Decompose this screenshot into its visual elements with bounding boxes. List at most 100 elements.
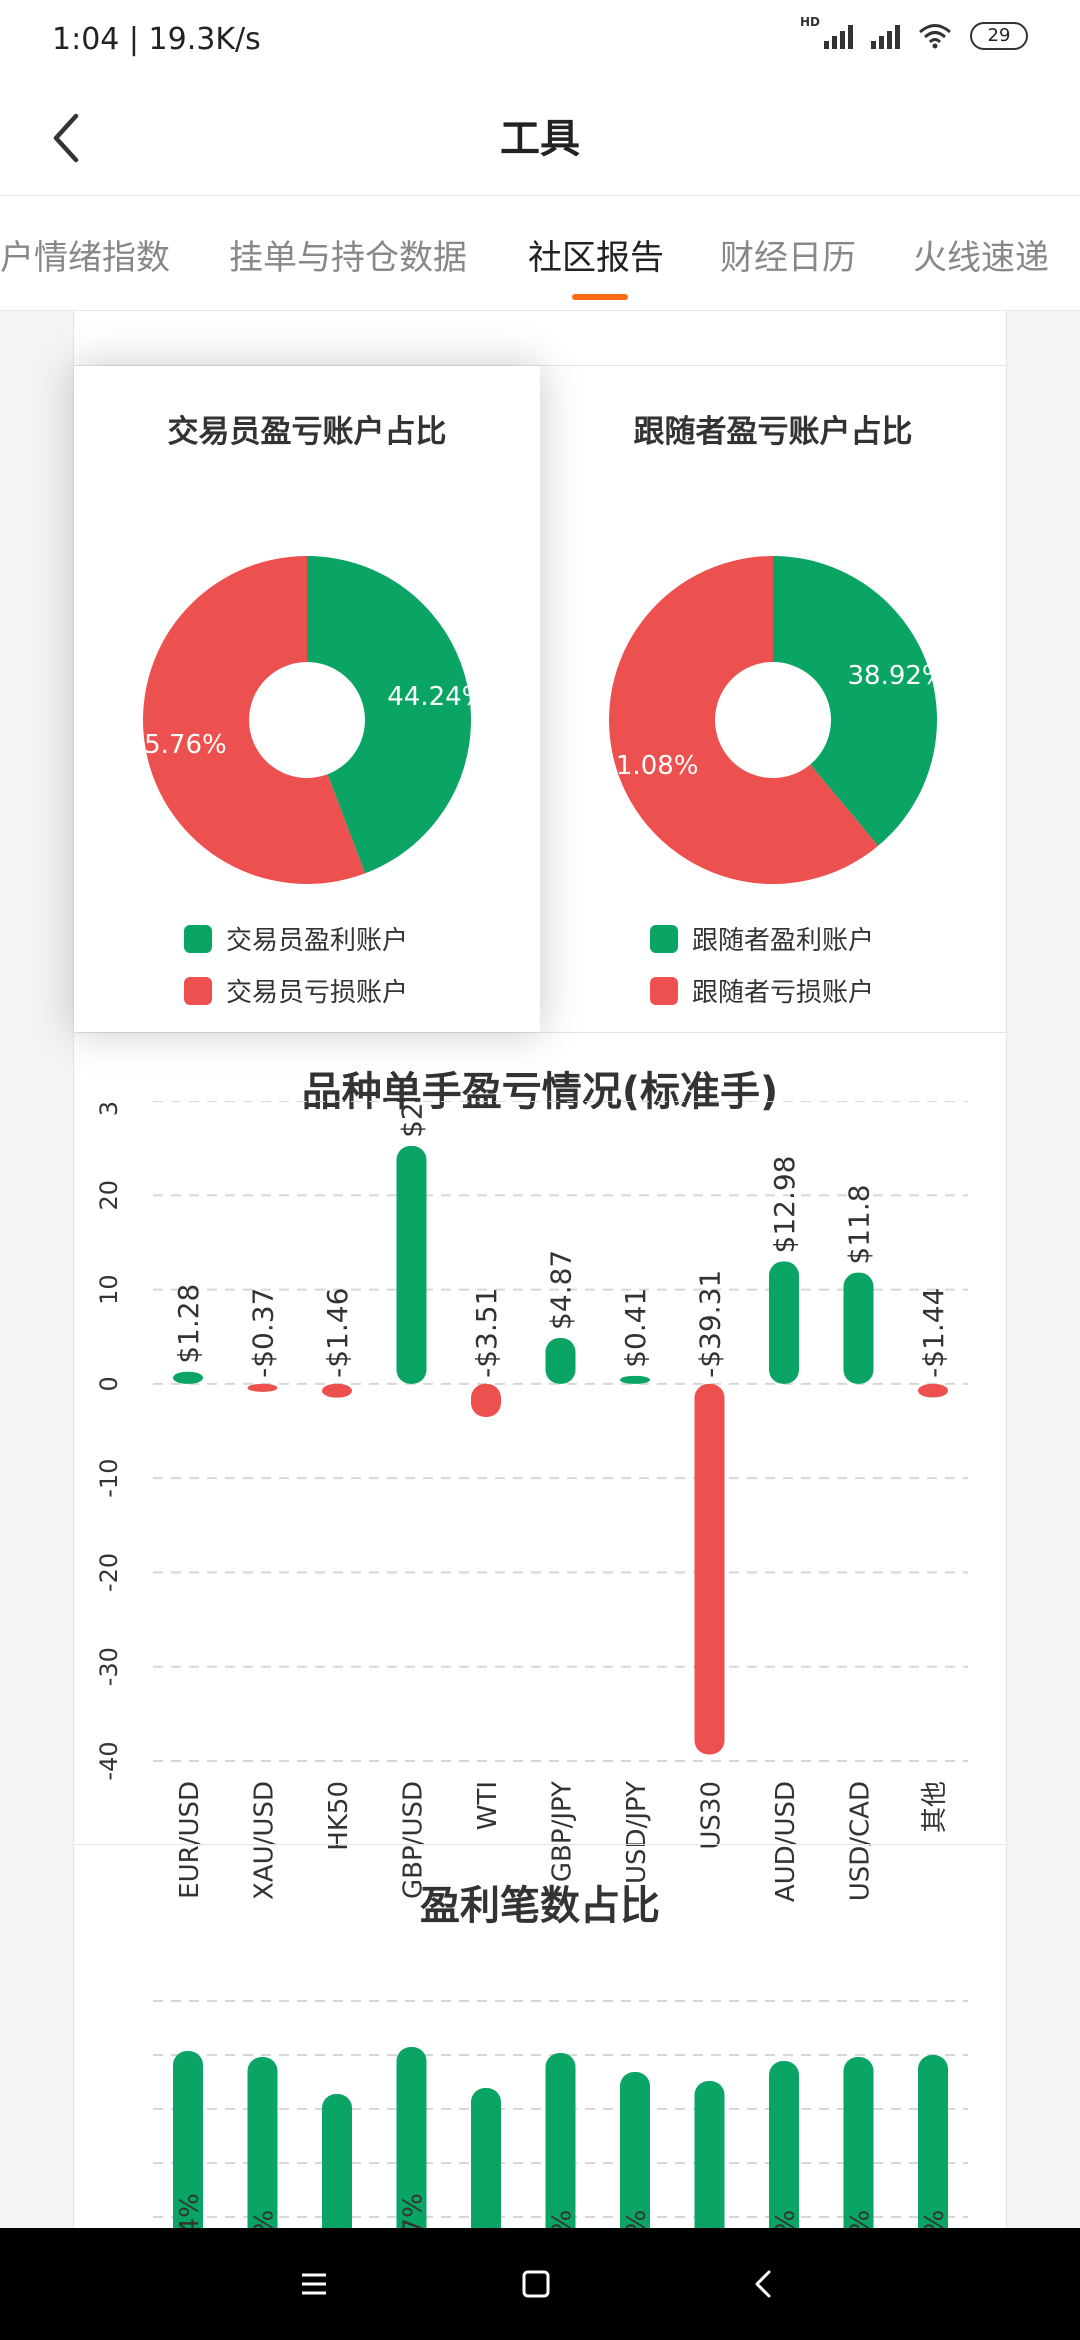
legend-label: 交易员亏损账户: [226, 978, 409, 1008]
bar: [173, 2051, 203, 2228]
bar-value-label: 4%: [548, 2210, 578, 2228]
bar-value-label: 4%: [622, 2210, 652, 2228]
x-category-label: USD/JPY: [622, 1781, 652, 1884]
bar: [769, 2061, 799, 2228]
bar-value-label: $25.24: [396, 1101, 429, 1138]
battery-icon: 29: [970, 22, 1028, 50]
page-title: 工具: [500, 116, 580, 162]
wifi-icon: [919, 24, 951, 49]
bar: [545, 1337, 576, 1384]
report-content[interactable]: 交易员盈亏账户占比 44.24% 55.76% 交易员盈利账户 交易员亏损账户 跟…: [0, 311, 1080, 2228]
x-category-label: US30: [697, 1781, 727, 1850]
bar: [173, 1371, 203, 1384]
bar-value-label: 4%: [250, 2210, 280, 2228]
status-time: 1:04 | 19.3K/s: [52, 22, 261, 57]
tab-orders-positions[interactable]: 挂单与持仓数据: [229, 238, 467, 278]
bar: [247, 1383, 278, 1392]
bar-value-label: -$1.44: [917, 1288, 950, 1378]
legend-trader-profit: 交易员盈利账户: [184, 920, 408, 957]
bar-value-label: $12.98: [768, 1155, 801, 1253]
tab-bar: 户情绪指数 挂单与持仓数据 社区报告 财经日历 火线速递: [0, 195, 1080, 311]
slice-loss: [609, 556, 879, 884]
back-icon[interactable]: [736, 2256, 792, 2312]
y-tick-label: -10: [95, 1459, 123, 1498]
bar-value-label: $1.28: [172, 1284, 205, 1364]
slice-loss-label: 55.76%: [128, 730, 227, 760]
win-ratio-bar-chart: 54% 4%% 37%% 4% 4%% 7% 5% 6%: [153, 2000, 968, 2228]
bar-value-label: -$39.31: [694, 1270, 727, 1378]
slice-profit: [307, 556, 471, 874]
bar-value-label: %: [697, 2226, 727, 2228]
slice-profit-label: 44.24%: [387, 682, 486, 712]
x-category-label: AUD/USD: [771, 1781, 801, 1902]
tab-economic-calendar[interactable]: 财经日历: [720, 238, 856, 278]
back-arrow-icon[interactable]: [34, 102, 104, 172]
divider: [73, 1844, 1007, 1845]
bar: [396, 2047, 427, 2228]
signal-icon: [824, 23, 853, 49]
bar: [918, 2055, 948, 2228]
active-tab-indicator: [572, 294, 628, 300]
y-tick-label: 20: [95, 1180, 123, 1211]
x-category-label: USD/CAD: [846, 1781, 876, 1901]
slice-profit-label: 38.92%: [848, 661, 947, 691]
trader-donut-chart: 44.24% 55.76%: [128, 556, 486, 884]
bar-value-label: 7%: [771, 2210, 801, 2228]
follower-pie-card[interactable]: 跟随者盈亏账户占比 38.92% 61.08% 跟随者盈利账户 跟随者亏损账户: [540, 366, 1006, 1032]
win-ratio-chart-title: 盈利笔数占比: [420, 1883, 660, 1929]
legend-trader-loss: 交易员亏损账户: [184, 972, 408, 1009]
bar-value-label: 37%: [399, 2193, 429, 2228]
y-tick-label: 0: [95, 1376, 123, 1391]
tab-community-report[interactable]: 社区报告: [528, 238, 664, 278]
y-tick-label: 10: [95, 1274, 123, 1305]
tab-flash-news[interactable]: 火线速递: [913, 238, 1049, 278]
bar: [322, 1383, 352, 1398]
bar-value-label: 54%: [175, 2193, 205, 2228]
legend-follower-profit: 跟随者盈利账户: [650, 920, 874, 957]
tab-sentiment-index[interactable]: 户情绪指数: [0, 238, 170, 278]
bar: [471, 2088, 501, 2228]
x-category-label: GBP/JPY: [548, 1781, 578, 1882]
menu-icon[interactable]: [286, 2256, 342, 2312]
legend-follower-loss: 跟随者亏损账户: [650, 972, 874, 1009]
bar-value-label: %: [473, 2226, 503, 2228]
home-icon[interactable]: [508, 2256, 564, 2312]
x-category-label: HK50: [324, 1781, 354, 1851]
slice-loss-label: 61.08%: [599, 751, 698, 781]
divider: [73, 365, 1007, 366]
bar: [843, 2057, 874, 2228]
bar: [769, 1261, 799, 1384]
pnl-bar-chart: 30 20 10 0 -10 -20 -30 -40 $1.28 EUR/USD -$0.37 XAU…: [95, 1101, 968, 1902]
y-tick-label: -20: [95, 1553, 123, 1592]
bar-value-label: $0.41: [619, 1288, 652, 1368]
legend-label: 跟随者亏损账户: [692, 978, 875, 1008]
y-tick-label: -40: [95, 1741, 123, 1780]
y-tick-label: 30: [95, 1101, 123, 1116]
legend-label: 跟随者盈利账户: [692, 926, 875, 956]
bar: [322, 2094, 352, 2228]
x-category-label: GBP/USD: [399, 1781, 429, 1899]
status-icons: HD 29: [800, 15, 1028, 50]
bar: [694, 2081, 725, 2228]
pnl-chart-title: 品种单手盈亏情况(标准手): [301, 1069, 779, 1115]
slice-profit: [773, 556, 937, 846]
trader-pie-card[interactable]: 交易员盈亏账户占比 44.24% 55.76% 交易员盈利账户 交易员亏损账户: [74, 366, 540, 1032]
x-category-label: WTI: [473, 1781, 503, 1830]
bar-value-label: -$0.37: [247, 1288, 280, 1378]
bar-value-label: $11.8: [843, 1184, 876, 1264]
bar: [918, 1383, 948, 1398]
bar: [247, 2057, 278, 2228]
system-nav-bar: [0, 2228, 1080, 2340]
bar: [620, 1375, 650, 1384]
y-tick-label: -30: [95, 1647, 123, 1686]
legend-swatch-red: [184, 976, 212, 1005]
x-category-label: XAU/USD: [250, 1781, 280, 1900]
bar: [843, 1272, 874, 1384]
bar: [471, 1383, 501, 1417]
legend-swatch-red: [650, 976, 678, 1005]
trader-pie-title: 交易员盈亏账户占比: [167, 414, 447, 450]
legend-swatch-green: [184, 924, 212, 953]
legend-label: 交易员盈利账户: [226, 926, 409, 956]
divider: [73, 1032, 1007, 1033]
slice-loss: [143, 556, 366, 884]
